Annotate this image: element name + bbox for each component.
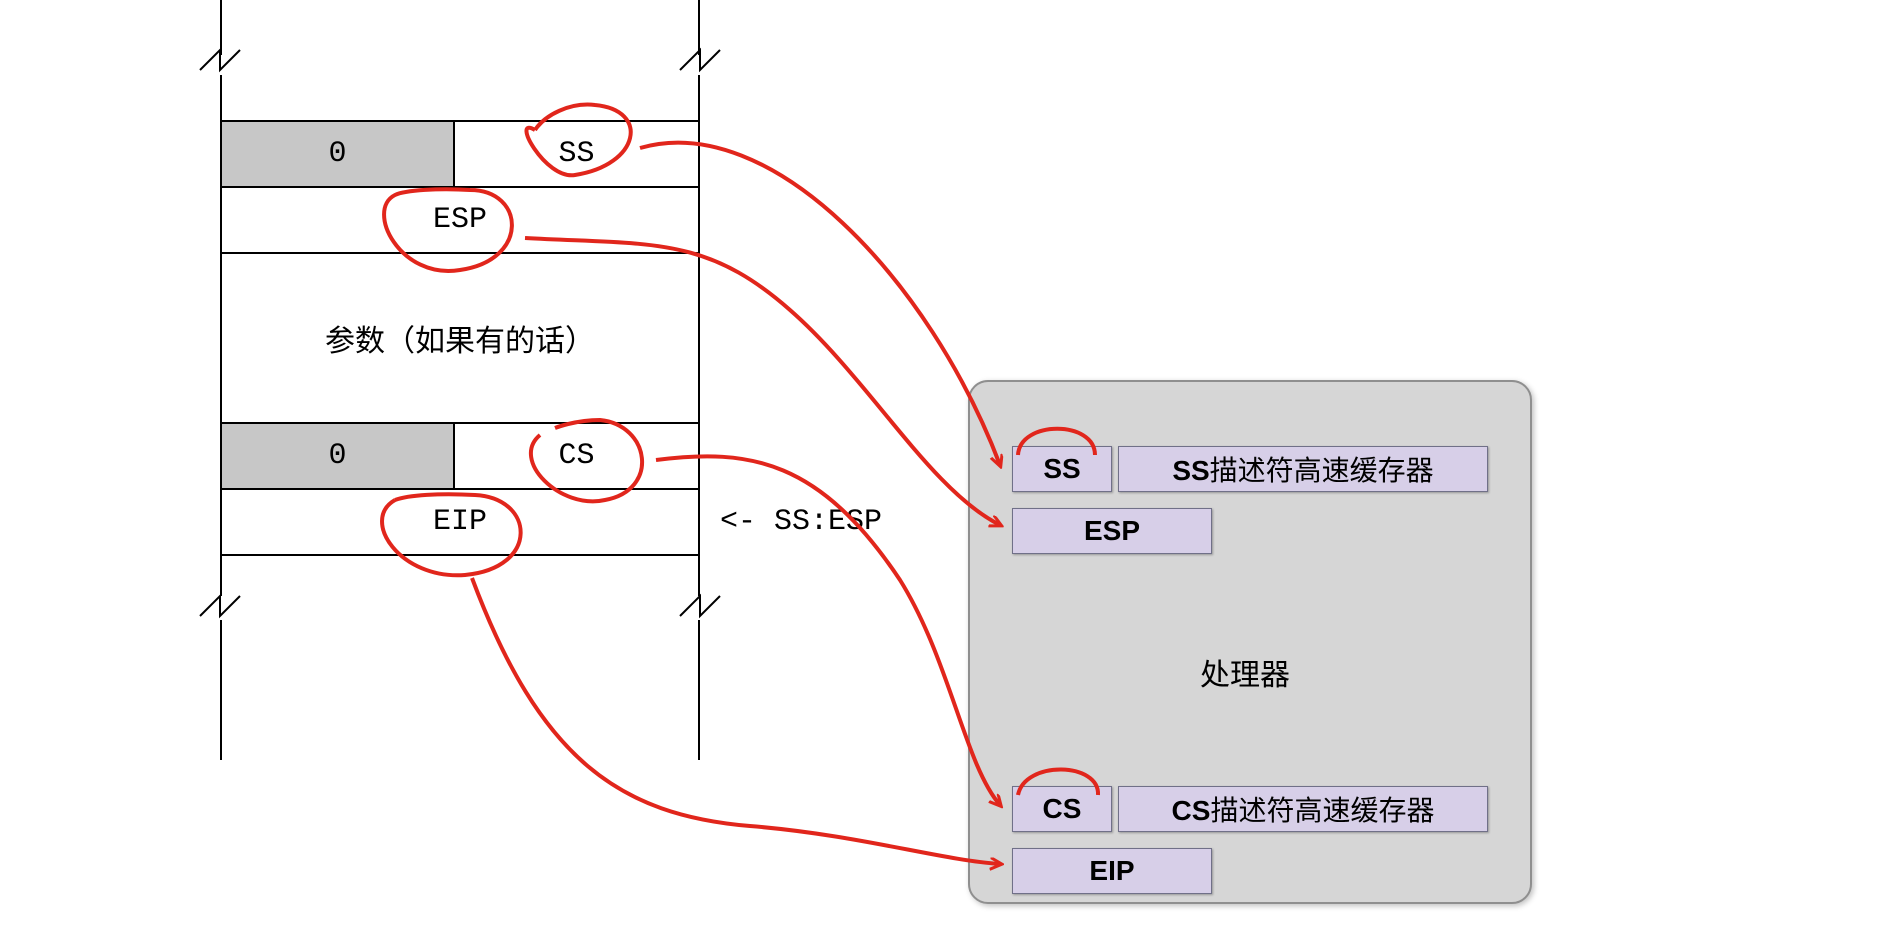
diagram-canvas: 0 SS ESP 参数（如果有的话） 0 CS EIP <- SS:ESP 处理…: [0, 0, 1877, 948]
stack-cell-eip: EIP: [220, 488, 700, 556]
cs-reg: CS: [1012, 786, 1112, 832]
stack-cell-ss: SS: [453, 120, 700, 188]
stack-left-line-bot: [220, 620, 222, 760]
stack-left-line-mid2: [220, 556, 222, 596]
cs-cache-label: CS描述符高速缓存器: [1172, 789, 1435, 829]
esp-reg: ESP: [1012, 508, 1212, 554]
arrow-eip: [472, 578, 1000, 864]
cs-cache: CS描述符高速缓存器: [1118, 786, 1488, 832]
stack-cell-cs: CS: [453, 422, 700, 490]
stack-break-top-right: [670, 40, 730, 80]
stack-cell-params: 参数（如果有的话）: [220, 252, 700, 424]
stack-cell-zero1: 0: [220, 120, 455, 188]
ss-reg: SS: [1012, 446, 1112, 492]
ss-cache-label: SS描述符高速缓存器: [1172, 449, 1433, 489]
stack-left-line-top: [220, 0, 222, 55]
stack-left-line-mid1: [220, 75, 222, 120]
stack-right-line-mid1: [698, 75, 700, 120]
stack-right-line-mid2: [698, 556, 700, 596]
ss-esp-pointer: <- SS:ESP: [720, 505, 882, 539]
stack-right-line-top: [698, 0, 700, 55]
stack-break-bot-right: [670, 586, 730, 626]
processor-title: 处理器: [1200, 650, 1290, 694]
eip-reg: EIP: [1012, 848, 1212, 894]
stack-right-line-bot: [698, 620, 700, 760]
ss-cache: SS描述符高速缓存器: [1118, 446, 1488, 492]
stack-cell-zero2: 0: [220, 422, 455, 490]
stack-cell-esp: ESP: [220, 186, 700, 254]
